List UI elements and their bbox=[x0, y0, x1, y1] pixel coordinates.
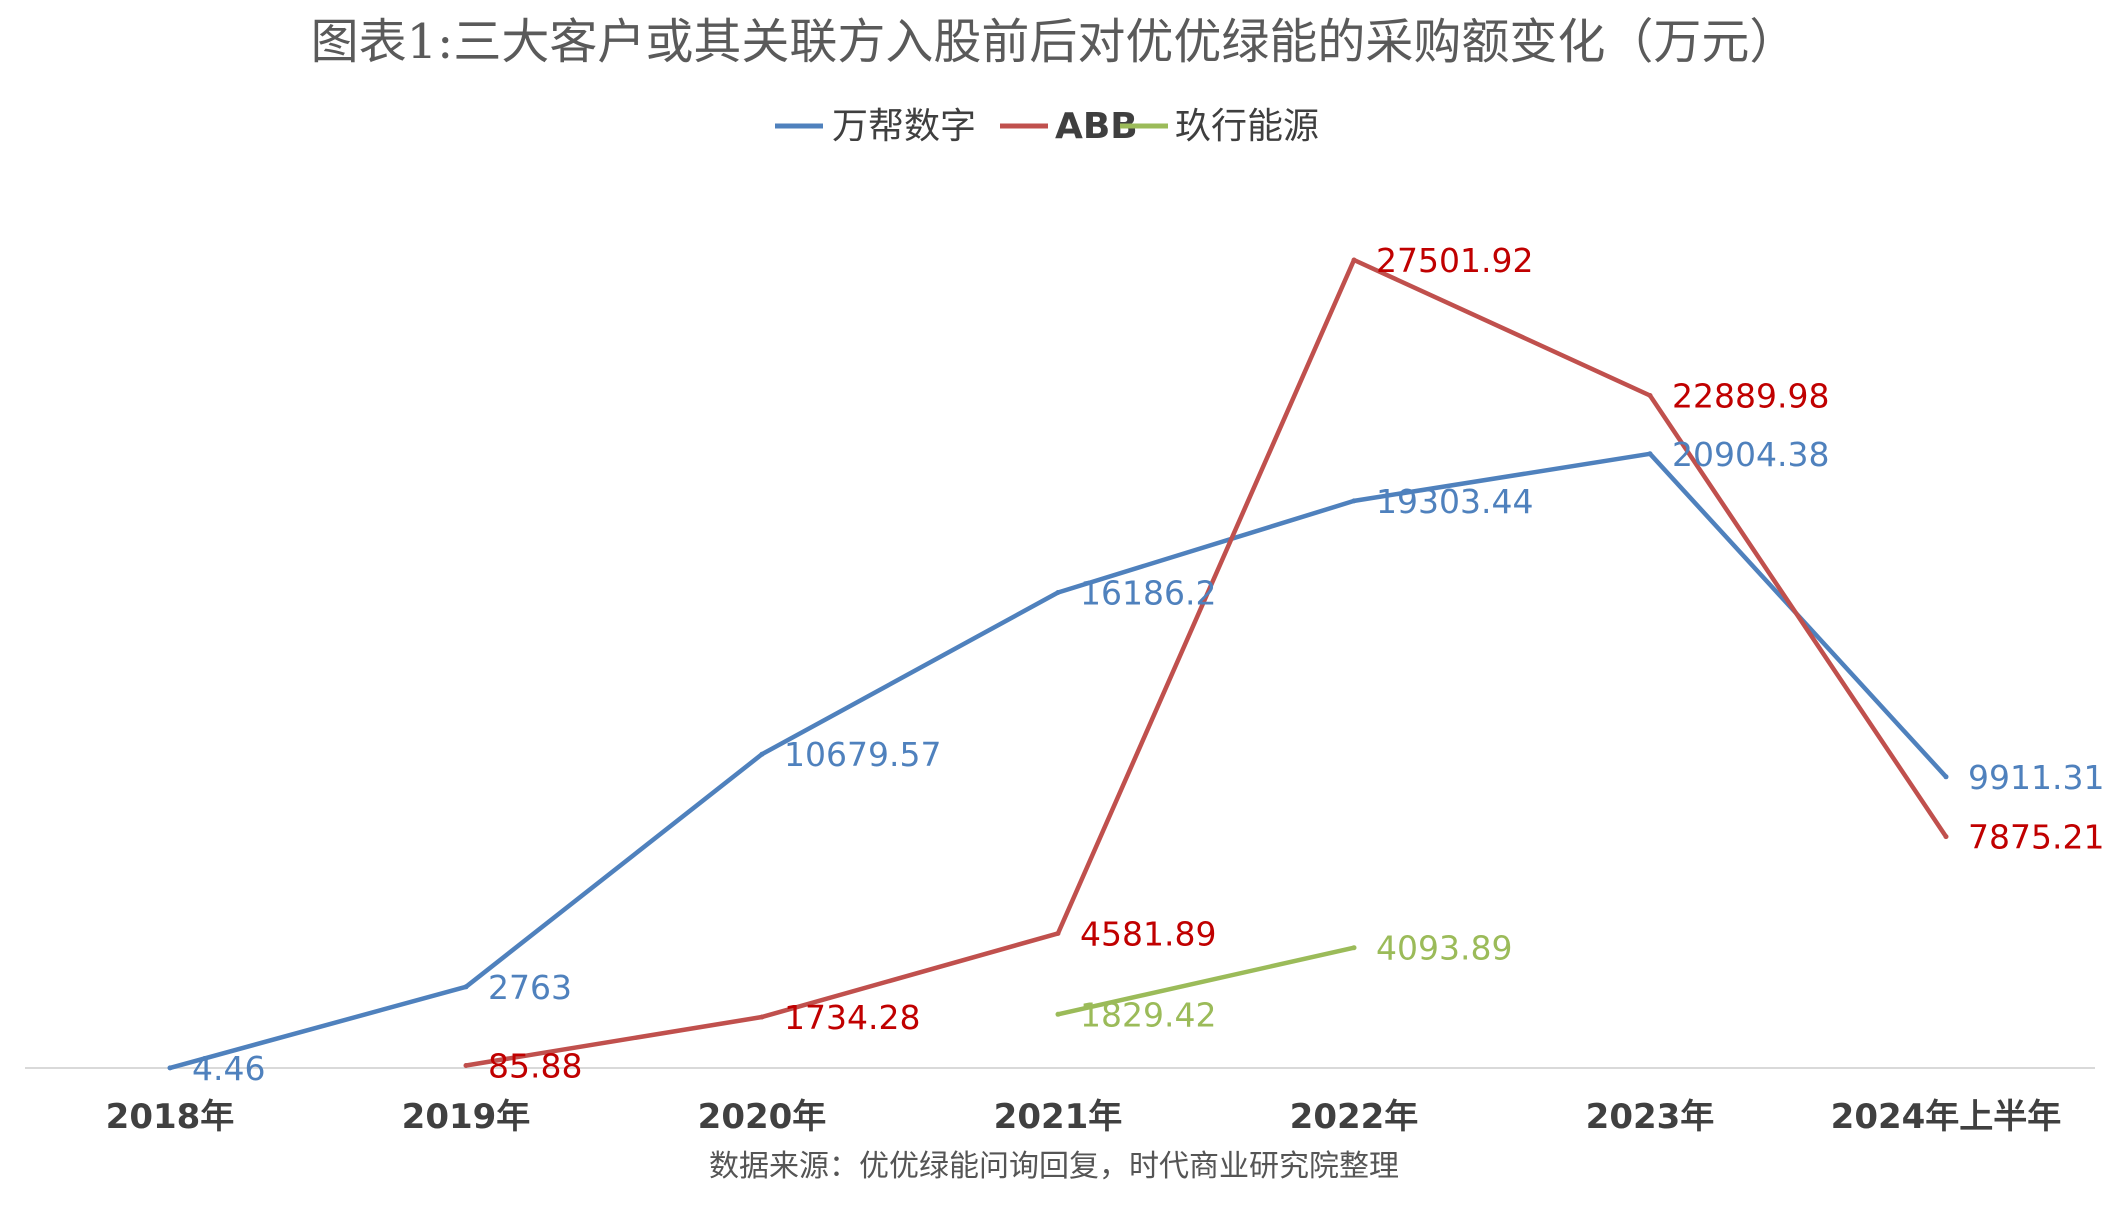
data-point bbox=[167, 1065, 173, 1071]
data-label: 20904.38 bbox=[1672, 435, 1829, 474]
data-point bbox=[1943, 834, 1949, 840]
data-label: 22889.98 bbox=[1672, 377, 1829, 416]
data-label: 19303.44 bbox=[1376, 482, 1533, 521]
data-label: 9911.31 bbox=[1968, 758, 2104, 797]
data-label: 4581.89 bbox=[1080, 914, 1216, 953]
chart-title: 图表1:三大客户或其关联方入股前后对优优绿能的采购额变化（万元） bbox=[311, 14, 1798, 70]
series-line bbox=[1055, 945, 1357, 1017]
data-point bbox=[759, 1014, 765, 1020]
data-label: 4.46 bbox=[192, 1049, 265, 1088]
x-tick-label: 2023年 bbox=[1586, 1097, 1715, 1137]
data-point bbox=[1351, 945, 1357, 951]
legend: 万帮数字 ABB 玖行能源 bbox=[775, 106, 1319, 147]
data-point bbox=[463, 984, 469, 990]
data-label: 85.88 bbox=[488, 1047, 582, 1086]
data-point bbox=[463, 1063, 469, 1068]
data-label: 2763 bbox=[488, 968, 572, 1007]
data-labels: 4.46 2763 10679.57 16186.2 19303.44 20904.38 9… bbox=[192, 241, 2104, 1088]
legend-label: 玖行能源 bbox=[1175, 106, 1319, 147]
x-axis-tick-labels: 2018年 2019年 2020年 2021年 2022年 2023年 2024年上半年 bbox=[106, 1097, 2062, 1137]
data-point bbox=[1055, 1011, 1061, 1017]
source-note: 数据来源：优优绿能问询回复，时代商业研究院整理 bbox=[709, 1149, 1399, 1184]
data-point bbox=[1055, 930, 1061, 936]
data-point bbox=[1647, 393, 1653, 398]
series-line bbox=[463, 257, 1949, 1068]
data-point bbox=[1943, 774, 1949, 780]
series-layer bbox=[167, 257, 1949, 1071]
x-tick-label: 2021年 bbox=[994, 1097, 1123, 1137]
data-point bbox=[1647, 451, 1653, 457]
data-point bbox=[1351, 498, 1357, 504]
x-tick-label: 2019年 bbox=[402, 1097, 531, 1137]
data-label: 1829.42 bbox=[1080, 995, 1216, 1034]
data-label: 10679.57 bbox=[784, 735, 941, 774]
data-label: 4093.89 bbox=[1376, 929, 1512, 968]
x-tick-label: 2022年 bbox=[1290, 1097, 1419, 1137]
data-label: 16186.2 bbox=[1080, 574, 1216, 613]
series-line bbox=[167, 451, 1949, 1071]
legend-label: 万帮数字 bbox=[832, 106, 976, 147]
x-tick-label: 2018年 bbox=[106, 1097, 235, 1137]
x-tick-label: 2020年 bbox=[698, 1097, 827, 1137]
data-label: 27501.92 bbox=[1376, 241, 1533, 280]
data-point bbox=[759, 751, 765, 757]
data-label: 7875.21 bbox=[1968, 818, 2104, 857]
data-label: 1734.28 bbox=[784, 998, 920, 1037]
x-tick-label: 2024年上半年 bbox=[1831, 1097, 2062, 1137]
data-point bbox=[1055, 590, 1061, 595]
data-point bbox=[1351, 257, 1357, 263]
